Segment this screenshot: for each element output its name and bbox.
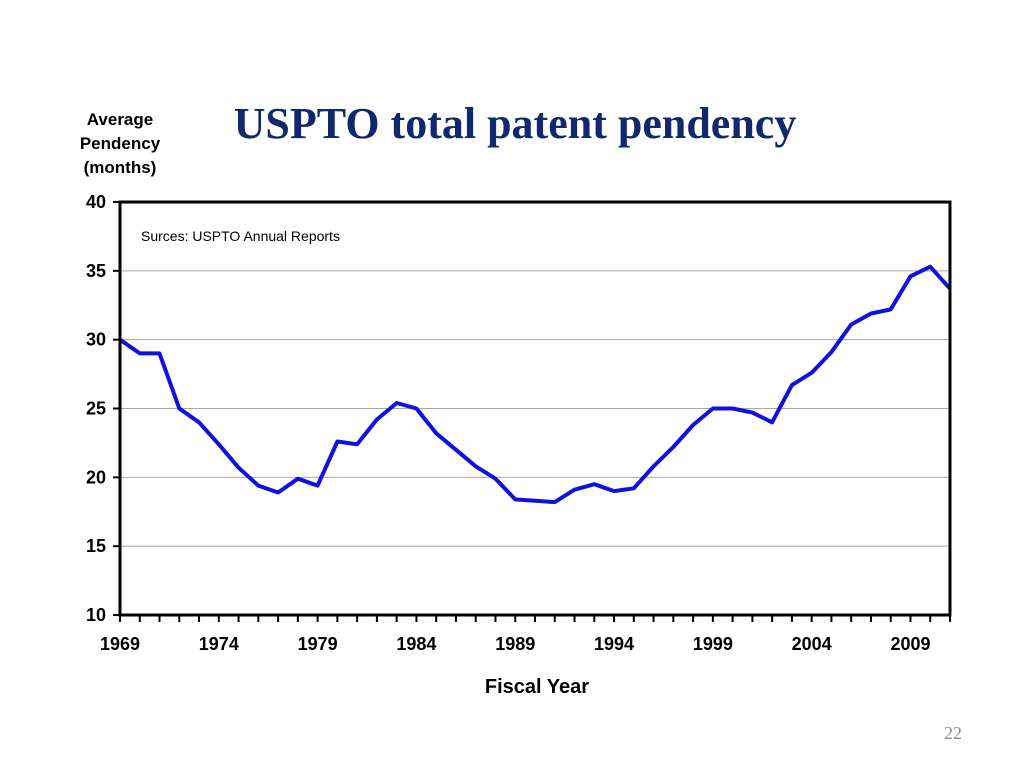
axis-ticks — [113, 201, 951, 622]
x-tick-label: 1999 — [693, 634, 733, 654]
pendency-series-line — [120, 264, 950, 505]
y-tick-label: 10 — [86, 605, 106, 625]
x-tick-label: 1984 — [396, 634, 436, 654]
y-tick-label: 25 — [86, 399, 106, 419]
slide-title: USPTO total patent pendency — [233, 99, 797, 148]
y-tick-label: 20 — [86, 467, 106, 487]
y-tick-label: 40 — [86, 192, 106, 212]
y-tick-label: 30 — [86, 330, 106, 350]
y-axis-label-line: (months) — [83, 158, 157, 177]
y-axis-label-line: Average — [86, 110, 154, 129]
x-tick-label: 1974 — [199, 634, 239, 654]
y-axis-label: Average Pendency (months) — [50, 108, 190, 180]
gridlines — [120, 270, 950, 547]
x-tick-label: 2004 — [792, 634, 832, 654]
x-tick-label: 1994 — [594, 634, 634, 654]
series-layer — [120, 264, 950, 505]
y-tick-label: 35 — [86, 261, 106, 281]
y-tick-label: 15 — [86, 536, 106, 556]
y-axis-label-line: Pendency — [79, 134, 161, 153]
x-tick-label: 1979 — [298, 634, 338, 654]
page-number: 22 — [944, 723, 962, 743]
source-annotation: Surces: USPTO Annual Reports — [141, 228, 340, 244]
x-tick-label: 2009 — [890, 634, 930, 654]
x-tick-label: 1989 — [495, 634, 535, 654]
x-axis-label: Fiscal Year — [485, 676, 589, 698]
x-tick-label: 1969 — [100, 634, 140, 654]
tick-labels: 10 15 20 25 30 35 40 1969 1974 1979 1984 1989 1994 19… — [86, 192, 931, 654]
